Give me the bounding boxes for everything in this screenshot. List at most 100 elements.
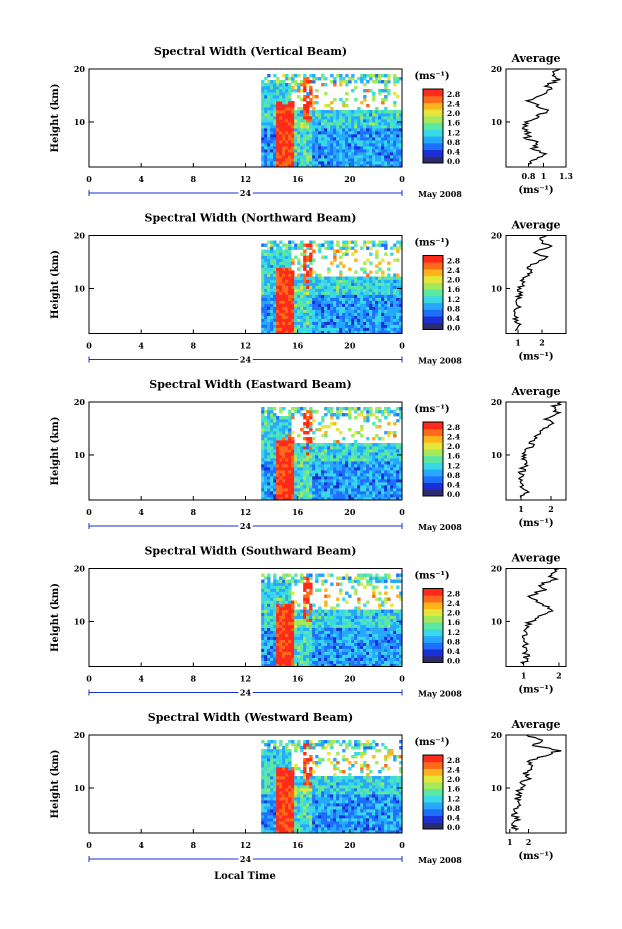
heatmap-cell <box>279 158 283 162</box>
heatmap-cell <box>285 645 289 649</box>
heatmap-cell <box>375 297 379 301</box>
heatmap-cell <box>303 588 307 592</box>
heatmap-cell <box>321 461 325 465</box>
heatmap-cell <box>327 137 331 141</box>
heatmap-cell <box>399 282 403 286</box>
heatmap-cell <box>300 312 304 316</box>
heatmap-cell <box>264 830 268 834</box>
heatmap-cell <box>294 119 298 123</box>
heatmap-cell <box>264 119 268 123</box>
heatmap-cell <box>303 83 307 87</box>
heatmap-cell <box>270 80 274 84</box>
heatmap-cell <box>396 128 400 132</box>
heatmap-cell <box>276 455 280 459</box>
x-tick-label: 8 <box>191 507 197 517</box>
heatmap-cell <box>294 630 298 634</box>
heatmap-cell <box>273 455 277 459</box>
heatmap-cell <box>273 651 277 655</box>
heatmap-cell <box>318 449 322 453</box>
heatmap-cell <box>330 621 334 625</box>
heatmap-cell <box>399 573 403 577</box>
heatmap-cell <box>324 255 328 259</box>
heatmap-cell <box>375 146 379 150</box>
heatmap-cell <box>291 443 295 447</box>
heatmap-field <box>261 74 403 168</box>
heatmap-cell <box>375 116 379 120</box>
heatmap-cell <box>384 591 388 595</box>
heatmap-cell <box>342 128 346 132</box>
heatmap-cell <box>315 642 319 646</box>
heatmap-cell <box>312 654 316 658</box>
heatmap-cell <box>333 119 337 123</box>
heatmap-cell <box>375 80 379 84</box>
heatmap-cell <box>327 654 331 658</box>
heatmap-cell <box>348 294 352 298</box>
heatmap-cell <box>273 579 277 583</box>
heatmap-cell <box>369 663 373 667</box>
heatmap-cell <box>312 476 316 480</box>
heatmap-cell <box>312 240 316 244</box>
heatmap-cell <box>297 473 301 477</box>
heatmap-cell <box>384 152 388 156</box>
heatmap-cell <box>309 428 313 432</box>
heatmap-cell <box>267 330 271 334</box>
heatmap-cell <box>351 110 355 114</box>
heatmap-cell <box>399 318 403 322</box>
heatmap-cell <box>333 612 337 616</box>
heatmap-cell <box>378 89 382 93</box>
heatmap-cell <box>387 122 391 126</box>
heatmap-cell <box>318 246 322 250</box>
heatmap-cell <box>357 476 361 480</box>
heatmap-cell <box>378 615 382 619</box>
heatmap-cell <box>309 648 313 652</box>
heatmap-cell <box>384 131 388 135</box>
heatmap-cell <box>369 485 373 489</box>
heatmap-cell <box>273 416 277 420</box>
heatmap-cell <box>306 497 310 501</box>
heatmap-cell <box>351 74 355 78</box>
heatmap-cell <box>360 267 364 271</box>
heatmap-cell <box>351 113 355 117</box>
heatmap-cell <box>378 309 382 313</box>
heatmap-cell <box>363 128 367 132</box>
heatmap-cell <box>270 803 274 807</box>
day-label: 24 <box>240 688 252 698</box>
heatmap-cell <box>288 309 292 313</box>
heatmap-cell <box>276 485 280 489</box>
heatmap-cell <box>351 651 355 655</box>
heatmap-cell <box>261 431 265 435</box>
heatmap-cell <box>264 440 268 444</box>
heatmap-cell <box>300 488 304 492</box>
heatmap-cell <box>372 143 376 147</box>
heatmap-cell <box>378 291 382 295</box>
heatmap-cell <box>279 603 283 607</box>
heatmap-cell <box>294 110 298 114</box>
heatmap-cell <box>312 473 316 477</box>
heatmap-cell <box>387 630 391 634</box>
heatmap-cell <box>354 642 358 646</box>
heatmap-cell <box>270 600 274 604</box>
heatmap-cell <box>375 300 379 304</box>
heatmap-cell <box>363 137 367 141</box>
heatmap-cell <box>372 146 376 150</box>
heatmap-cell <box>384 309 388 313</box>
heatmap-cell <box>288 294 292 298</box>
heatmap-cell <box>291 452 295 456</box>
heatmap-cell <box>381 476 385 480</box>
heatmap-cell <box>285 425 289 429</box>
heatmap-cell <box>309 285 313 289</box>
heatmap-cell <box>282 128 286 132</box>
heatmap-cell <box>261 422 265 426</box>
heatmap-cell <box>294 645 298 649</box>
heatmap-cell <box>327 276 331 280</box>
heatmap-cell <box>318 282 322 286</box>
heatmap-cell <box>399 473 403 477</box>
heatmap-cell <box>300 639 304 643</box>
heatmap-cell <box>360 630 364 634</box>
heatmap-cell <box>399 654 403 658</box>
heatmap-cell <box>360 279 364 283</box>
heatmap-cell <box>273 621 277 625</box>
heatmap-cell <box>387 476 391 480</box>
heatmap-cell <box>375 491 379 495</box>
heatmap-cell <box>345 83 349 87</box>
